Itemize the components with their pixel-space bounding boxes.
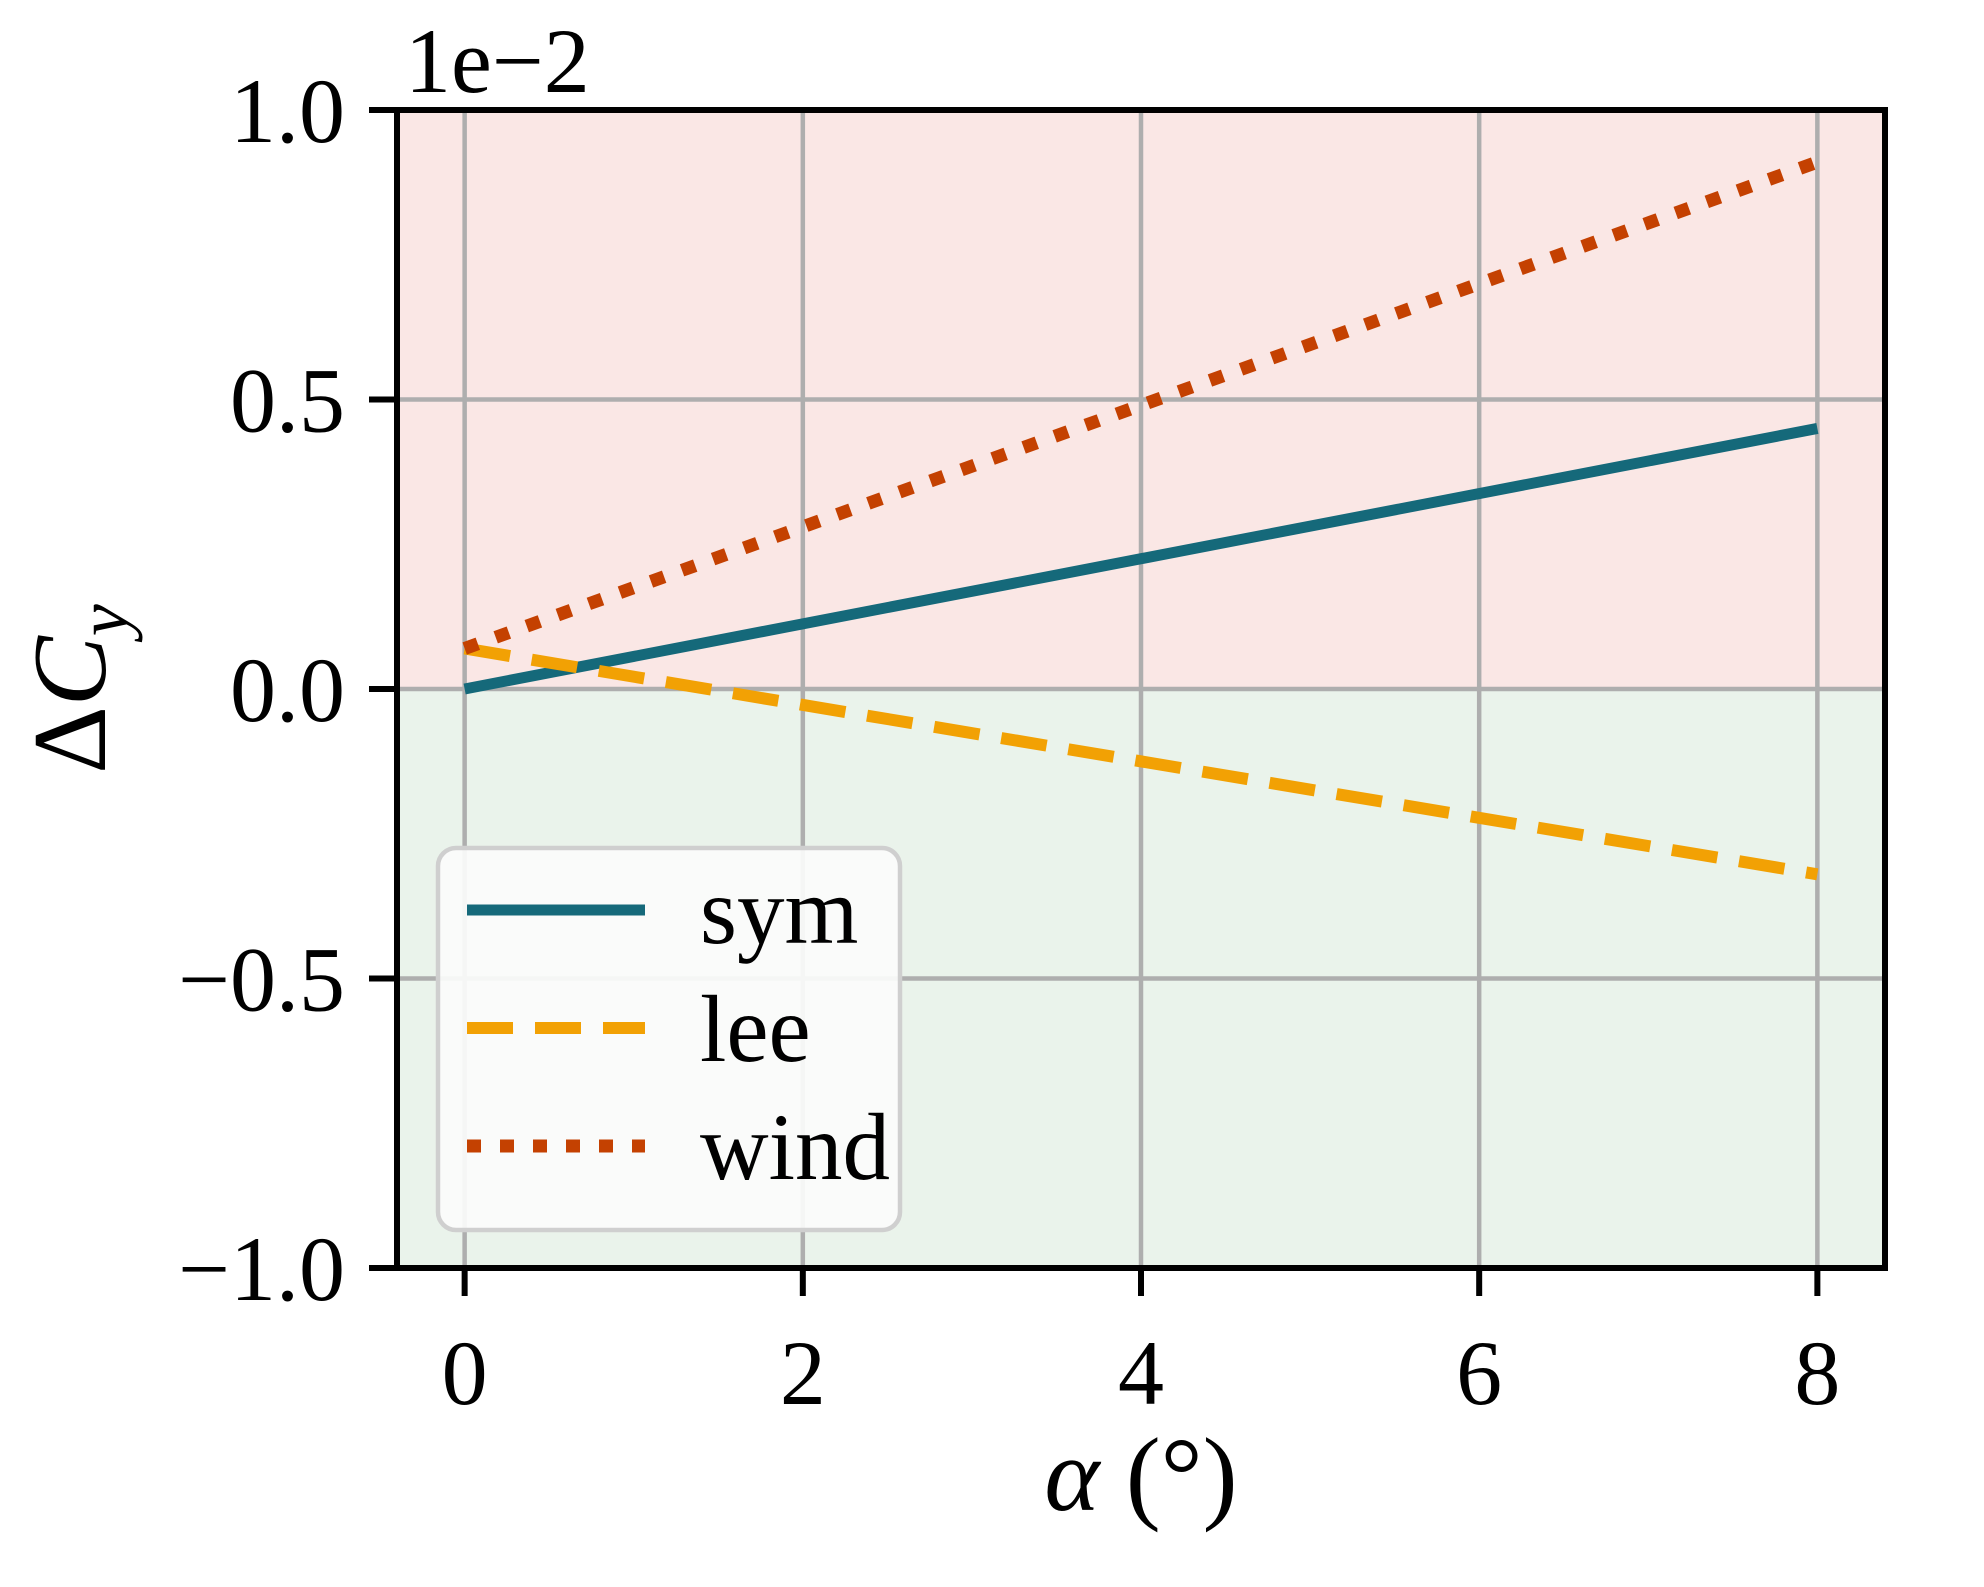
x-axis-label-alpha: α — [1044, 1416, 1101, 1533]
y-tick-label: 0.0 — [230, 639, 345, 741]
legend-label-lee: lee — [700, 976, 811, 1082]
series-line-lee — [463, 642, 1819, 881]
series-line-wind — [462, 155, 1820, 655]
y-tick-label: 1.0 — [230, 60, 345, 162]
x-axis-label: α (°) — [1044, 1416, 1237, 1533]
x-tick-label: 2 — [780, 1322, 826, 1424]
legend-label-sym: sym — [700, 858, 858, 964]
y-tick-label: −1.0 — [178, 1218, 345, 1320]
y-tick-label: −0.5 — [178, 929, 345, 1031]
x-tick-label: 0 — [442, 1322, 488, 1424]
axis-ticks — [369, 107, 1821, 1296]
y-tick-label: 0.5 — [230, 350, 345, 452]
y-axis-label: ΔCy — [11, 604, 143, 774]
y-axis-label-delta: Δ — [11, 706, 128, 774]
x-axis-label-unit: (°) — [1099, 1416, 1237, 1533]
y-axis-offset-text: 1e−2 — [405, 10, 590, 112]
legend-box — [435, 845, 903, 1233]
series-line-sym — [463, 423, 1819, 695]
tick-labels: 0 2 4 6 8 −1.0 −0.5 0.0 0.5 1.0 — [178, 60, 1840, 1424]
x-tick-label: 8 — [1794, 1322, 1840, 1424]
legend-label-wind: wind — [700, 1094, 890, 1200]
x-tick-label: 4 — [1118, 1322, 1164, 1424]
y-axis-label-main: C — [11, 634, 128, 706]
x-tick-label: 6 — [1456, 1322, 1502, 1424]
y-axis-label-sub: y — [63, 604, 143, 643]
legend: sym lee wind — [435, 845, 903, 1233]
data-lines — [462, 155, 1820, 881]
